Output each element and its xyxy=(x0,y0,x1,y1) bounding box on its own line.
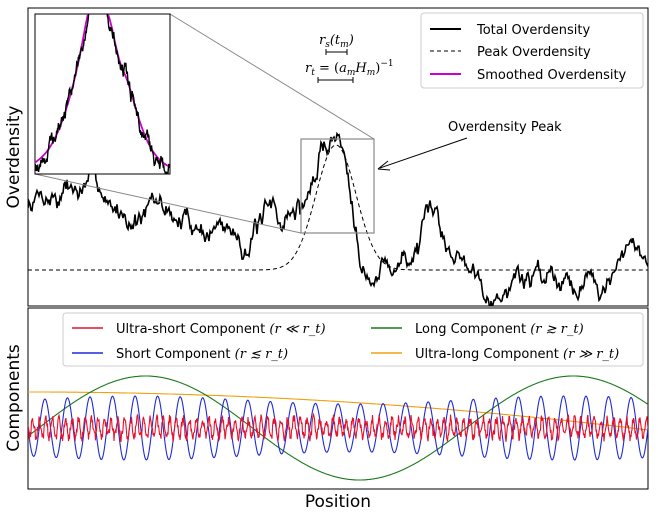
inset xyxy=(34,13,171,175)
legend-label-ultralong: Ultra-long Component (r ≫ r_t) xyxy=(415,347,619,362)
xlabel: Position xyxy=(305,492,371,512)
zoom-connector-bottom xyxy=(34,173,302,234)
ultra-long-component-line xyxy=(28,391,648,431)
legend-label-smoothed: Smoothed Overdensity xyxy=(477,68,627,83)
top-ylabel: Overdensity xyxy=(4,106,24,209)
bottom-legend: Ultra-short Component (r ≪ r_t) Short Co… xyxy=(62,312,644,367)
inset-frame xyxy=(34,13,171,175)
legend-label-short: Short Component (r ≲ r_t) xyxy=(116,347,288,362)
legend-label-ultrashort: Ultra-short Component (r ≪ r_t) xyxy=(116,322,326,337)
inset-total-overdensity-line xyxy=(35,14,170,174)
top-legend: Total Overdensity Peak Overdensity Smoot… xyxy=(420,12,644,89)
zoom-connector-top xyxy=(169,13,375,140)
legend-label-total: Total Overdensity xyxy=(476,23,591,38)
short-component-line xyxy=(28,395,648,461)
peak-annotation-label: Overdensity Peak xyxy=(448,120,562,135)
zoom-box xyxy=(300,138,375,234)
peak-overdensity-line xyxy=(28,144,648,271)
top-panel: rs(tm) rt = (amHm)−1 Overdensity Peak To… xyxy=(4,7,649,307)
peak-annotation-arrow xyxy=(379,137,468,169)
legend-label-long: Long Component (r ≳ r_t) xyxy=(415,322,584,337)
bottom-panel: Ultra-short Component (r ≪ r_t) Short Co… xyxy=(4,307,649,512)
total-overdensity-line xyxy=(28,131,648,306)
rs-label: rs(tm) xyxy=(319,33,354,50)
legend-label-peak: Peak Overdensity xyxy=(477,45,591,60)
bottom-ylabel: Components xyxy=(4,344,24,452)
ultra-short-component-line xyxy=(28,412,648,442)
long-component-line xyxy=(28,375,648,481)
arrow-head xyxy=(377,160,391,171)
